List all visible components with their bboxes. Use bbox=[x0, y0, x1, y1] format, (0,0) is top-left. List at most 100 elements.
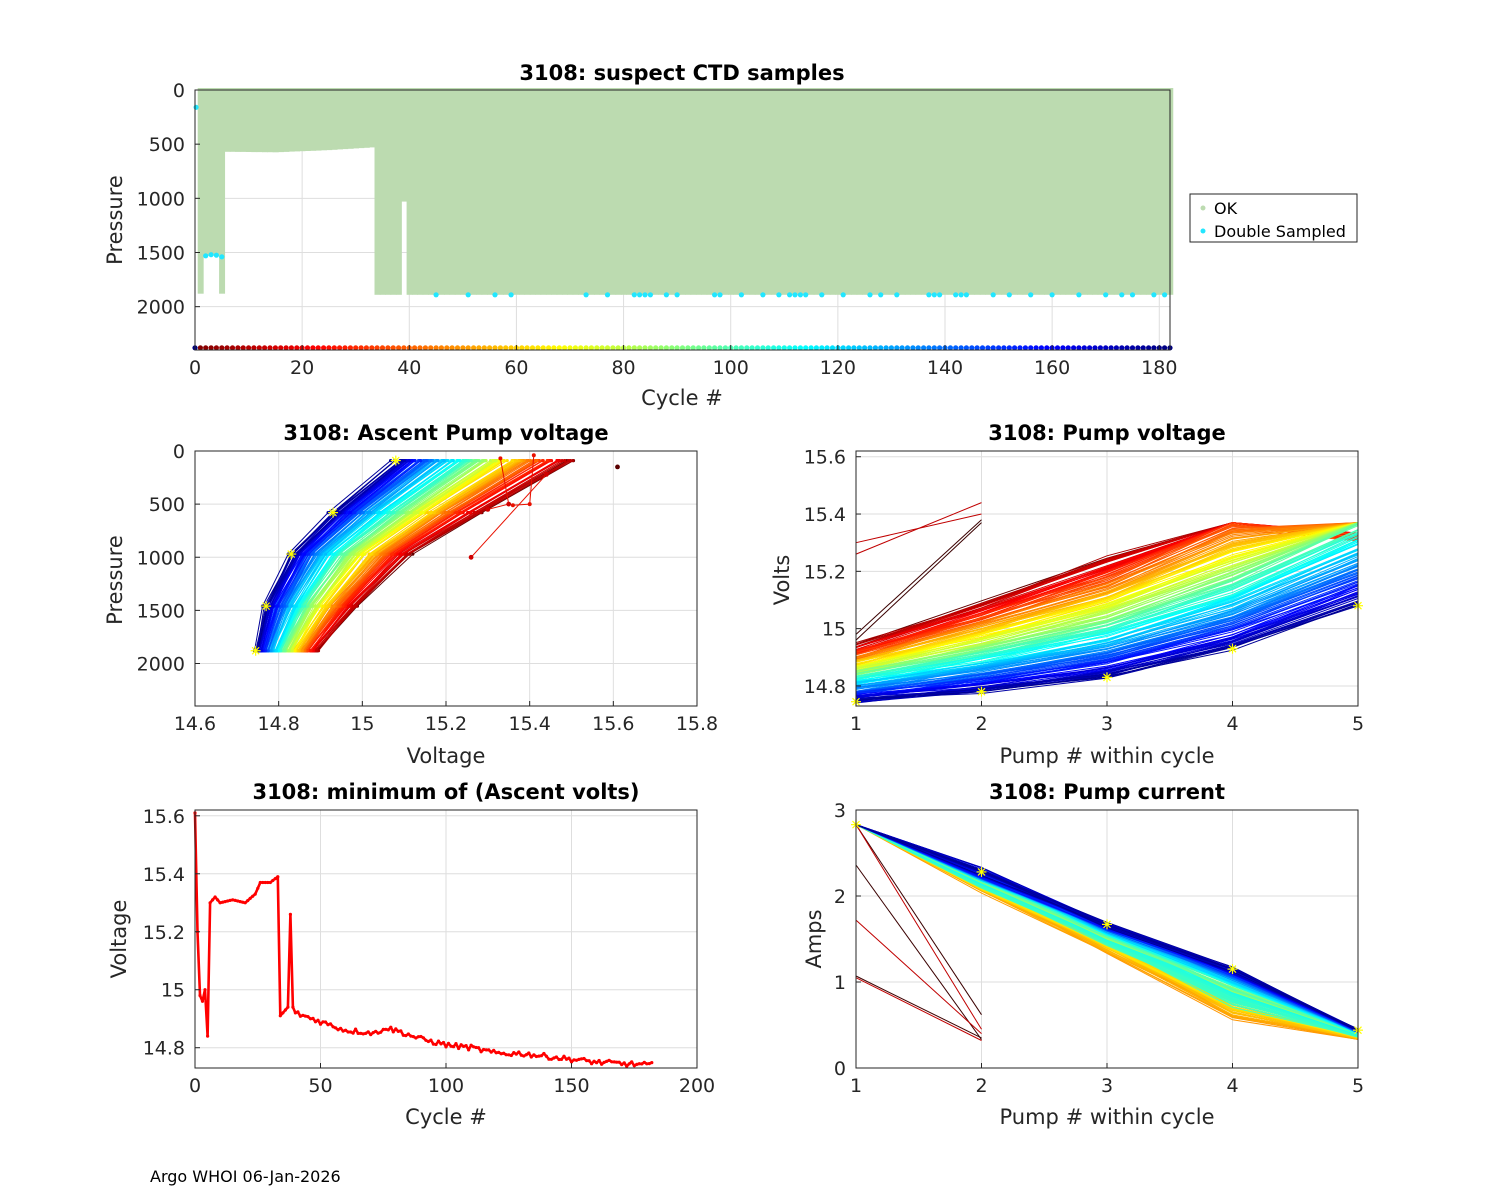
min-volts-point bbox=[376, 1031, 380, 1035]
ok-sample-column bbox=[503, 88, 509, 295]
min-volts-point bbox=[645, 1062, 649, 1066]
y-tick-label: 14.8 bbox=[804, 676, 846, 698]
min-volts-point bbox=[371, 1031, 375, 1035]
ascent-profile-point bbox=[310, 552, 314, 556]
min-volts-point bbox=[328, 1022, 333, 1026]
double-sampled-point bbox=[1049, 292, 1055, 298]
cycle-color-marker bbox=[379, 345, 386, 351]
ok-sample-column bbox=[1092, 88, 1099, 295]
ok-sample-column bbox=[610, 88, 617, 295]
min-volts-point bbox=[517, 1050, 521, 1054]
ok-sample-column bbox=[353, 88, 359, 149]
min-volts-point bbox=[206, 1034, 210, 1038]
ascent-profile-point bbox=[281, 649, 285, 653]
min-volts-point bbox=[331, 1025, 335, 1029]
min-volts-point bbox=[620, 1063, 624, 1067]
double-sampled-point bbox=[738, 292, 745, 298]
cycle-color-marker bbox=[240, 345, 246, 351]
min-volts-point bbox=[221, 900, 225, 904]
ascent-profile-point bbox=[456, 459, 460, 463]
ascent-profile-point bbox=[461, 459, 465, 463]
x-tick-label: 3 bbox=[1101, 713, 1113, 735]
x-tick-label: 40 bbox=[397, 357, 421, 379]
ascent-reference-star bbox=[391, 456, 400, 465]
cycle-color-marker bbox=[883, 345, 889, 351]
chart-suspect-ctd: 0 20 40 60 80 100 120 140 160 180 0 500 1000 1500 2000… bbox=[103, 61, 1358, 410]
min-volts-point bbox=[635, 1062, 639, 1066]
min-volts-point bbox=[559, 1057, 564, 1061]
ok-sample-column bbox=[379, 88, 386, 295]
cycle-color-marker bbox=[390, 345, 396, 351]
min-volts-point bbox=[271, 878, 275, 883]
ok-sample-column bbox=[487, 88, 493, 295]
double-sampled-point bbox=[878, 292, 884, 298]
cycle-color-marker bbox=[256, 345, 262, 351]
x-tick-label: 3 bbox=[1101, 1075, 1113, 1097]
min-volts-point bbox=[198, 993, 202, 998]
cycle-color-marker bbox=[556, 345, 562, 351]
cycle-color-marker bbox=[690, 345, 696, 351]
legend-box bbox=[1189, 193, 1358, 243]
min-volts-point bbox=[477, 1046, 481, 1050]
ok-sample-column bbox=[1140, 88, 1147, 295]
ascent-reference-star bbox=[329, 508, 337, 517]
ok-sample-column bbox=[845, 88, 852, 295]
min-volts-point bbox=[577, 1057, 581, 1061]
min-volts-point bbox=[409, 1034, 413, 1038]
ok-sample-column bbox=[476, 88, 483, 295]
ok-sample-column bbox=[428, 88, 434, 295]
ok-sample-column bbox=[653, 88, 659, 295]
ok-sample-column bbox=[1044, 88, 1051, 295]
cycle-color-marker bbox=[229, 345, 236, 351]
ok-sample-column bbox=[1087, 88, 1093, 295]
cycle-color-marker bbox=[653, 345, 659, 351]
min-volts-point bbox=[507, 1053, 511, 1057]
double-sampled-point bbox=[717, 292, 723, 298]
ascent-profile-point bbox=[562, 459, 567, 463]
ok-sample-column bbox=[433, 88, 440, 295]
ascent-profile-point bbox=[352, 510, 356, 515]
ok-sample-column bbox=[337, 88, 343, 150]
min-volts-point bbox=[524, 1053, 528, 1057]
double-sampled-point bbox=[1129, 292, 1136, 298]
min-volts-point bbox=[446, 1041, 451, 1045]
min-volts-point bbox=[552, 1056, 556, 1060]
pump-current-early-line bbox=[855, 919, 982, 1034]
ok-sample-column bbox=[599, 88, 606, 295]
ok-sample-column bbox=[294, 88, 301, 152]
y-tick-label: 0 bbox=[173, 80, 185, 102]
ascent-profile-point bbox=[493, 459, 497, 463]
min-volts-point bbox=[615, 1060, 619, 1064]
min-volts-point bbox=[612, 1060, 616, 1064]
ok-sample-column bbox=[792, 88, 799, 295]
ok-sample-column bbox=[401, 88, 408, 202]
x-tick-label: 15.2 bbox=[425, 713, 467, 735]
ascent-profile-point bbox=[477, 459, 481, 463]
ascent-profile-point bbox=[455, 510, 459, 515]
min-volts-point bbox=[381, 1027, 385, 1031]
min-volts-point bbox=[251, 894, 255, 898]
min-volts-point bbox=[404, 1034, 408, 1038]
min-volts-point bbox=[444, 1045, 448, 1049]
min-volts-point bbox=[529, 1055, 533, 1059]
min-volts-point bbox=[354, 1027, 358, 1031]
ok-sample-column bbox=[915, 88, 922, 295]
double-sampled-point bbox=[647, 292, 654, 298]
cycle-color-marker bbox=[562, 345, 568, 351]
cycle-color-marker bbox=[374, 345, 380, 351]
ok-sample-column bbox=[647, 88, 654, 295]
ascent-profile-point bbox=[445, 459, 449, 463]
ascent-reference-star bbox=[251, 646, 260, 655]
cycle-color-marker bbox=[471, 345, 477, 351]
ascent-profile-point bbox=[390, 552, 394, 556]
pc-title: 3108: Pump current bbox=[989, 780, 1225, 804]
x-tick-label: 80 bbox=[611, 357, 635, 379]
ok-sample-column bbox=[315, 88, 322, 151]
cycle-color-marker bbox=[888, 345, 895, 351]
cycle-color-marker bbox=[546, 345, 552, 351]
x-tick-label: 4 bbox=[1226, 713, 1238, 735]
x-tick-label: 100 bbox=[428, 1075, 464, 1097]
ok-sample-column bbox=[1119, 88, 1126, 295]
ascent-profile-point bbox=[424, 459, 428, 463]
